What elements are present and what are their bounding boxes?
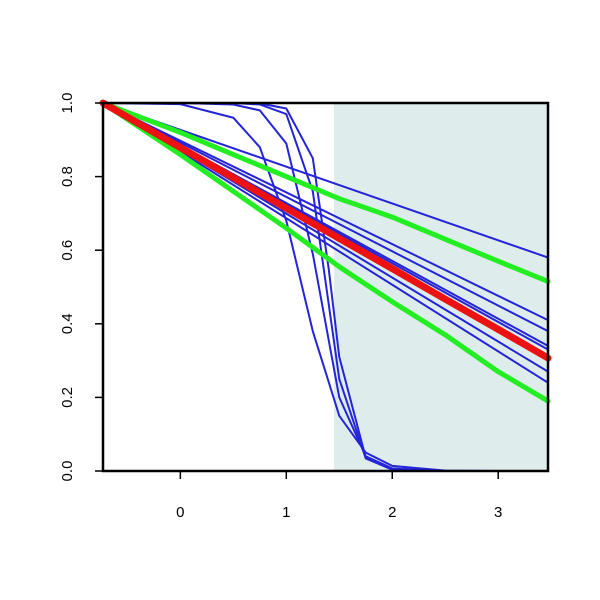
y-tick-label: 0.0 (59, 461, 76, 482)
x-tick-label: 1 (282, 504, 290, 521)
plot-frame (101, 101, 550, 473)
line-series (102, 102, 549, 333)
line-series (100, 100, 551, 404)
line-series (100, 100, 551, 284)
x-tick-label: 3 (494, 504, 502, 521)
y-tick-label: 0.4 (59, 313, 76, 334)
line-series (102, 102, 549, 322)
x-tick-label: 0 (176, 504, 184, 521)
line-series (99, 99, 552, 362)
y-tick-label: 0.8 (59, 166, 76, 187)
y-tick-label: 0.6 (59, 240, 76, 261)
y-tick-label: 0.2 (59, 387, 76, 408)
x-tick-label: 2 (388, 504, 396, 521)
y-tick-label: 1.0 (59, 93, 76, 114)
